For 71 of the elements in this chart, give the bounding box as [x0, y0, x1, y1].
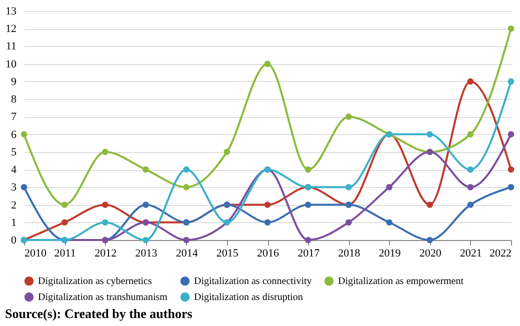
point: [386, 219, 392, 226]
y-tick-label: 11: [6, 40, 16, 53]
x-tick-label: 2022: [490, 248, 512, 260]
x-tick-label: 2014: [176, 248, 198, 260]
point: [102, 202, 108, 208]
x-tick-label: 2020: [419, 248, 442, 260]
point: [346, 114, 352, 120]
legend-label: Digitalization as connectivity: [194, 276, 312, 288]
point: [102, 148, 108, 156]
x-tick-label: 2010: [24, 248, 47, 260]
y-tick-label: 9: [11, 76, 17, 88]
point: [467, 78, 474, 85]
point: [183, 236, 190, 244]
y-tick-label: 8: [11, 94, 17, 106]
x-tick-label: 2019: [378, 248, 402, 260]
point: [102, 219, 108, 226]
y-tick-label: 5: [11, 146, 17, 158]
legend-label: Digitalization as cybernetics: [38, 276, 152, 288]
point: [61, 219, 68, 226]
point: [142, 202, 149, 208]
point: [142, 236, 149, 244]
point: [467, 184, 474, 190]
y-tick-label: 3: [11, 182, 17, 194]
y-tick-label: 6: [11, 128, 17, 141]
point: [61, 202, 68, 208]
y-tick-label: 7: [11, 111, 17, 124]
point: [304, 236, 312, 244]
point: [304, 202, 312, 208]
point: [508, 25, 514, 32]
y-tick-label: 0: [11, 234, 17, 246]
x-tick-label: 2011: [54, 248, 76, 260]
x-tick-label: 2017: [298, 248, 320, 260]
point: [467, 166, 474, 173]
point: [264, 219, 271, 226]
point: [508, 166, 514, 173]
y-tick-label: 4: [11, 164, 17, 176]
point: [508, 78, 514, 85]
point: [426, 131, 433, 138]
point: [264, 202, 271, 208]
point: [467, 131, 474, 138]
y-tick-label: 13: [6, 6, 17, 18]
point: [264, 60, 271, 67]
y-tick-label: 12: [6, 23, 16, 36]
source-note: Source(s): Created by the authors: [5, 306, 192, 321]
y-tick-label: 10: [6, 58, 17, 70]
point: [304, 166, 312, 173]
y-tick-label: 2: [11, 199, 16, 212]
point: [183, 184, 190, 190]
point: [346, 219, 352, 226]
point: [508, 131, 514, 138]
y-tick-label: 1: [11, 216, 16, 229]
point: [20, 131, 28, 138]
legend-label: Digitalization as transhumanism: [38, 292, 168, 303]
x-tick-label: 2018: [338, 248, 361, 260]
point: [346, 184, 352, 190]
point: [183, 166, 190, 173]
x-tick-label: 2013: [135, 248, 158, 260]
point: [508, 184, 514, 190]
point: [467, 202, 474, 208]
x-tick-label: 2016: [257, 248, 280, 260]
point: [224, 148, 230, 156]
legend-label: Digitalization as disruption: [194, 292, 303, 303]
x-tick-label: 2015: [216, 248, 239, 260]
legend-label: Digitalization as empowerment: [338, 276, 464, 288]
x-tick-label: 2012: [94, 248, 117, 260]
point: [426, 202, 433, 208]
point: [386, 184, 392, 190]
point: [142, 166, 149, 173]
point: [20, 184, 28, 190]
x-tick-label: 2021: [460, 248, 482, 260]
point: [426, 236, 433, 244]
